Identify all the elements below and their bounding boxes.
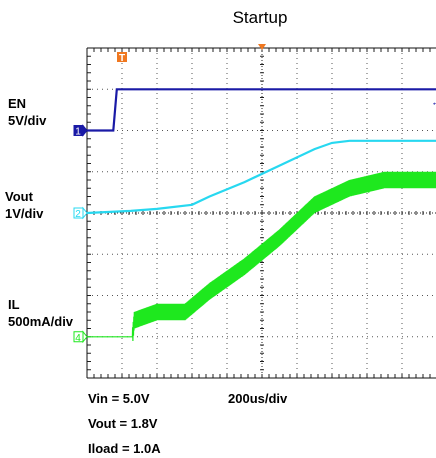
il-name: IL — [8, 297, 20, 312]
timebase-label: 200us/div — [228, 391, 288, 406]
vout-name: Vout — [5, 189, 33, 204]
il-label: IL 500mA/div — [8, 296, 73, 330]
marker-label: 1 — [75, 127, 81, 138]
iload-note: Iload = 1.0A — [88, 441, 161, 456]
marker-arrow — [82, 124, 88, 137]
vout-note: Vout = 1.8V — [88, 416, 158, 431]
en-scale: 5V/div — [8, 113, 47, 128]
channel-1-marker: 1 — [73, 124, 88, 138]
vout-scale: 1V/div — [5, 206, 44, 221]
trace-en — [87, 88, 436, 132]
marker-label: 4 — [75, 333, 81, 344]
marker-label: 2 — [75, 209, 81, 220]
vin-note: Vin = 5.0V — [88, 391, 150, 406]
chart-title: Startup — [232, 8, 288, 27]
trace-il — [87, 171, 436, 342]
trigger-marker: T — [117, 52, 127, 64]
channel-4-marker: 4 — [73, 330, 88, 344]
marker-arrow — [82, 330, 88, 344]
il-scale: 500mA/div — [8, 314, 74, 329]
en-label: EN 5V/div — [8, 95, 46, 129]
trace-vout — [86, 139, 436, 215]
time-position-marker — [258, 44, 266, 50]
trigger-label: T — [119, 53, 125, 64]
trigger-box — [117, 52, 127, 62]
channel-markers: 1 2 4 T ← — [73, 44, 436, 344]
trigger-level-icon: ← — [431, 96, 436, 108]
vout-label: Vout 1V/div — [5, 188, 43, 222]
channel-2-marker: 2 — [73, 206, 88, 220]
traces — [86, 88, 436, 342]
marker-arrow — [82, 206, 88, 220]
grid — [86, 47, 436, 379]
en-name: EN — [8, 96, 27, 111]
